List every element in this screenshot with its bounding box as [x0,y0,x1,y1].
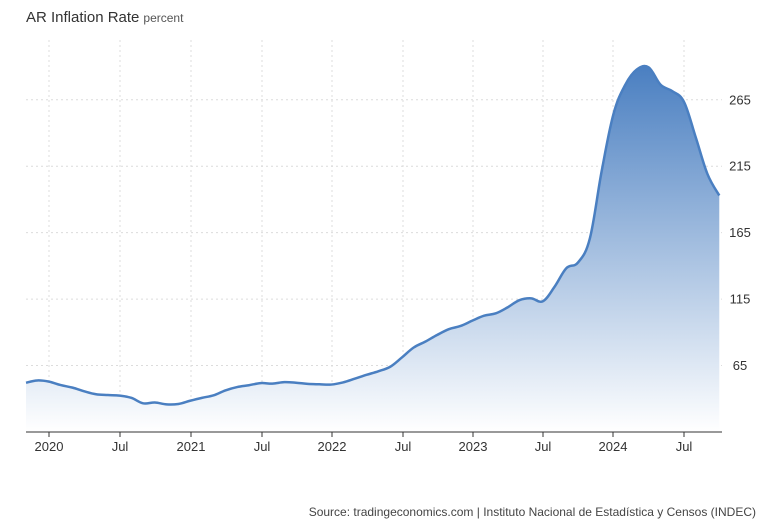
series-line [25,64,721,406]
y-tick-label: 115 [730,292,751,307]
x-tick-label: 2022 [318,439,347,454]
source-note: Source: tradingeconomics.com | Instituto… [308,505,756,519]
x-tick-label: Jul [395,439,412,454]
x-tick-label: Jul [676,439,693,454]
x-axis: 2020 Jul 2021 Jul 2022 Jul 2023 Jul 2024 Jul [26,431,722,454]
y-tick-label: 165 [729,225,751,240]
x-tick-label: 2021 [177,439,206,454]
x-tick-label: Jul [254,439,271,454]
y-tick-label: 65 [733,358,747,373]
chart-title-text: AR Inflation Rate [26,9,140,26]
inflation-chart: 2020 Jul 2021 Jul 2022 Jul 2023 Jul 2024 Jul 65 11… [25,40,751,454]
y-tick-label: 265 [729,92,751,107]
x-tick-label: 2024 [599,439,628,454]
series-area-fill [26,65,720,432]
x-tick-label: Jul [535,439,552,454]
x-tick-label: 2023 [459,439,488,454]
y-tick-label: 215 [729,159,751,174]
chart-unit: percent [143,11,184,25]
series-area [25,64,721,432]
y-axis: 65 115 165 215 265 [729,92,751,373]
x-tick-label: Jul [112,439,129,454]
chart-title: AR Inflation Rate percent [26,9,183,26]
x-tick-label: 2020 [35,439,64,454]
